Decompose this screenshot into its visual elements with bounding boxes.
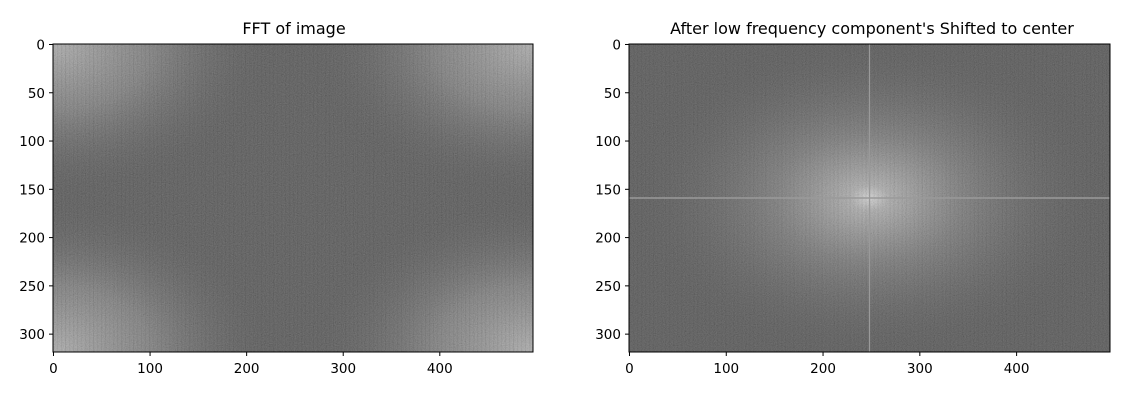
y-tick-label: 200 <box>19 231 45 247</box>
x-axis: 0 100 200 300 400 <box>49 352 453 377</box>
x-axis: 0 100 200 300 400 <box>625 352 1029 377</box>
y-axis: 0 50 100 150 200 250 300 <box>19 37 53 343</box>
spectrum-image <box>53 44 533 352</box>
y-tick-label: 250 <box>19 279 45 295</box>
y-tick-label: 150 <box>19 182 45 198</box>
axes-frame <box>628 43 1111 353</box>
y-tick-label: 100 <box>595 134 621 150</box>
panel-fft: FFT of image 0 100 200 300 400 0 50 100 150 200 2… <box>19 19 534 377</box>
panel-title: After low frequency component's Shifted … <box>670 19 1074 38</box>
x-tick-label: 400 <box>427 361 453 377</box>
x-tick-label: 100 <box>137 361 163 377</box>
panel-shifted: After low frequency component's Shifted … <box>595 19 1111 377</box>
y-tick-label: 0 <box>612 37 621 53</box>
y-tick-label: 200 <box>595 231 621 247</box>
x-tick-label: 0 <box>625 361 634 377</box>
x-tick-label: 200 <box>234 361 260 377</box>
x-tick-label: 300 <box>907 361 933 377</box>
y-axis: 0 50 100 150 200 250 300 <box>595 37 629 343</box>
y-tick-label: 50 <box>604 86 621 102</box>
y-tick-label: 50 <box>28 86 45 102</box>
y-tick-label: 300 <box>19 327 45 343</box>
y-tick-label: 150 <box>595 182 621 198</box>
x-tick-label: 400 <box>1004 361 1030 377</box>
y-tick-label: 250 <box>595 279 621 295</box>
x-tick-label: 0 <box>49 361 58 377</box>
axes-frame <box>52 43 534 353</box>
x-tick-label: 100 <box>713 361 739 377</box>
panel-title: FFT of image <box>242 19 345 38</box>
spectrum-image <box>629 44 1110 352</box>
y-tick-label: 100 <box>19 134 45 150</box>
y-tick-label: 0 <box>36 37 45 53</box>
x-tick-label: 200 <box>810 361 836 377</box>
x-tick-label: 300 <box>330 361 356 377</box>
y-tick-label: 300 <box>595 327 621 343</box>
